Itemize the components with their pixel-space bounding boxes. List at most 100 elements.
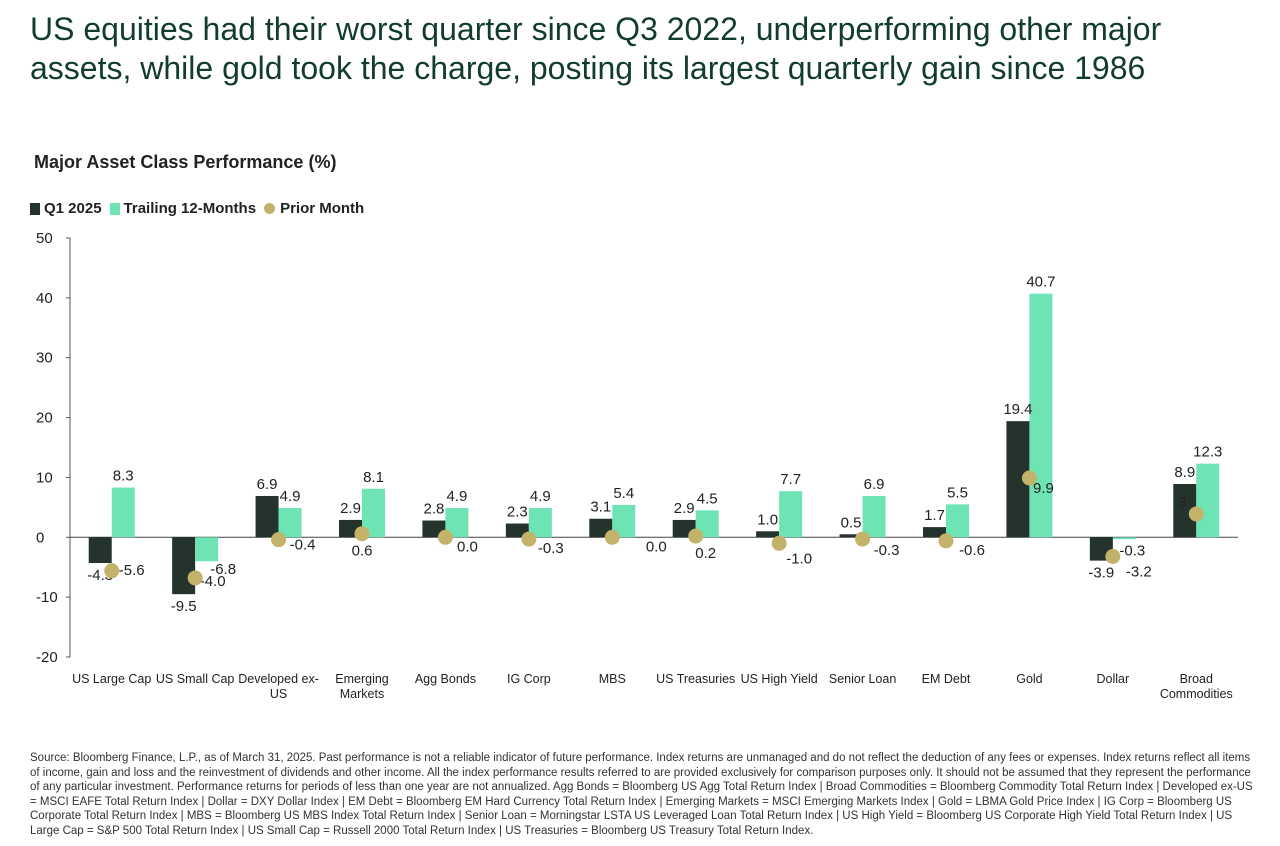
label-q1-11: 19.4 <box>1003 401 1032 418</box>
label-q1-8: 1.0 <box>757 511 778 528</box>
bar-trailing-3 <box>362 488 385 538</box>
legend-label-q1: Q1 2025 <box>44 200 102 217</box>
bar-q1-1 <box>172 537 196 595</box>
dot-prior-5 <box>521 531 537 547</box>
label-prior-2: -0.4 <box>290 537 316 554</box>
bar-trailing-12 <box>1112 537 1136 540</box>
y-tick-label: 0 <box>36 529 44 546</box>
label-q1-5: 2.3 <box>507 504 528 521</box>
label-trailing-10: 5.5 <box>947 484 968 501</box>
label-trailing-11: 40.7 <box>1026 274 1055 291</box>
bar-trailing-13 <box>1196 463 1220 538</box>
label-q1-10: 1.7 <box>924 507 945 524</box>
dot-prior-7 <box>688 528 704 544</box>
y-tick-label: -20 <box>36 649 58 666</box>
category-label-5: IG Corp <box>507 672 551 686</box>
dot-prior-3 <box>354 526 370 542</box>
label-prior-3: 0.6 <box>352 543 373 560</box>
label-prior-9: -0.3 <box>874 542 900 559</box>
category-label-3: Markets <box>340 687 384 701</box>
category-label-13: Commodities <box>1160 687 1233 701</box>
legend-item-prior: Prior Month <box>264 200 364 217</box>
label-prior-7: 0.2 <box>695 545 716 562</box>
category-label-8: US High Yield <box>741 672 818 686</box>
bar-trailing-6 <box>612 504 636 538</box>
dot-prior-4 <box>437 529 453 545</box>
category-label-0: US Large Cap <box>72 672 151 686</box>
label-q1-1: -9.5 <box>171 598 197 615</box>
label-q1-7: 2.9 <box>674 500 695 517</box>
dot-prior-13 <box>1188 506 1204 522</box>
category-label-10: EM Debt <box>922 672 971 686</box>
dot-prior-12 <box>1105 548 1121 564</box>
label-trailing-7: 4.5 <box>697 490 718 507</box>
label-trailing-12: -0.3 <box>1119 542 1145 559</box>
legend-dot-prior <box>264 203 276 214</box>
category-label-1: US Small Cap <box>156 672 235 686</box>
y-tick-label: 10 <box>36 469 53 486</box>
chart-legend: Q1 2025 Trailing 12-Months Prior Month <box>30 200 372 217</box>
label-trailing-9: 6.9 <box>864 476 885 493</box>
dot-prior-10 <box>938 533 954 549</box>
label-trailing-4: 4.9 <box>446 488 467 505</box>
source-footnote: Source: Bloomberg Finance, L.P., as of M… <box>30 752 1253 837</box>
label-q1-4: 2.8 <box>423 501 444 518</box>
label-prior-10: -0.6 <box>959 542 985 559</box>
bar-trailing-2 <box>278 507 302 538</box>
bar-trailing-10 <box>946 504 969 538</box>
label-q1-9: 0.5 <box>841 514 862 531</box>
bar-trailing-11 <box>1029 293 1053 538</box>
label-trailing-3: 8.1 <box>363 469 384 486</box>
label-trailing-0: 8.3 <box>113 468 134 485</box>
category-label-12: Dollar <box>1097 672 1130 686</box>
label-q1-12: -3.9 <box>1088 565 1114 582</box>
label-q1-6: 3.1 <box>590 499 611 516</box>
bar-trailing-1 <box>195 537 219 562</box>
legend-swatch-q1 <box>30 202 40 215</box>
label-trailing-6: 5.4 <box>613 485 634 502</box>
category-label-6: MBS <box>599 672 626 686</box>
label-prior-1: -6.8 <box>210 561 236 578</box>
dot-prior-9 <box>855 531 871 547</box>
bar-trailing-7 <box>695 510 719 538</box>
dot-prior-0 <box>104 563 120 579</box>
legend-swatch-trailing <box>109 202 120 215</box>
bar-q1-11 <box>1006 421 1030 538</box>
bar-q1-9 <box>839 534 863 538</box>
bar-q1-5 <box>505 523 529 538</box>
bar-q1-13 <box>1173 484 1197 538</box>
category-label-4: Agg Bonds <box>415 672 476 686</box>
legend-label-prior: Prior Month <box>280 200 365 217</box>
category-label-9: Senior Loan <box>829 672 896 686</box>
legend-item-trailing: Trailing 12-Months <box>109 200 256 217</box>
y-tick-label: -10 <box>36 589 58 606</box>
label-trailing-2: 4.9 <box>280 488 301 505</box>
label-q1-2: 6.9 <box>257 476 278 493</box>
label-prior-8: -1.0 <box>786 550 812 567</box>
bar-trailing-4 <box>445 507 469 538</box>
bar-q1-2 <box>255 495 279 538</box>
bar-trailing-9 <box>862 495 886 538</box>
label-prior-4: 0.0 <box>457 538 478 555</box>
label-q1-3: 2.9 <box>340 500 361 517</box>
bar-trailing-5 <box>528 507 552 538</box>
label-trailing-8: 7.7 <box>780 471 801 488</box>
dot-prior-2 <box>271 532 287 548</box>
dot-prior-6 <box>604 529 620 545</box>
bar-q1-8 <box>756 531 780 538</box>
bar-trailing-8 <box>779 491 803 538</box>
legend-item-q1: Q1 2025 <box>30 200 102 217</box>
category-label-13: Broad <box>1180 672 1213 686</box>
category-label-2: US <box>270 687 287 701</box>
category-label-11: Gold <box>1016 672 1042 686</box>
y-tick-label: 50 <box>36 230 53 247</box>
dot-prior-1 <box>187 570 203 586</box>
label-prior-11: 9.9 <box>1033 480 1054 497</box>
page-headline: US equities had their worst quarter sinc… <box>30 11 1162 86</box>
label-prior-5: -0.3 <box>538 540 564 557</box>
label-prior-13: 3 <box>1178 494 1186 511</box>
label-prior-12: -3.2 <box>1126 563 1152 580</box>
label-trailing-13: 12.3 <box>1193 444 1222 461</box>
label-prior-6: 0.0 <box>646 538 667 555</box>
